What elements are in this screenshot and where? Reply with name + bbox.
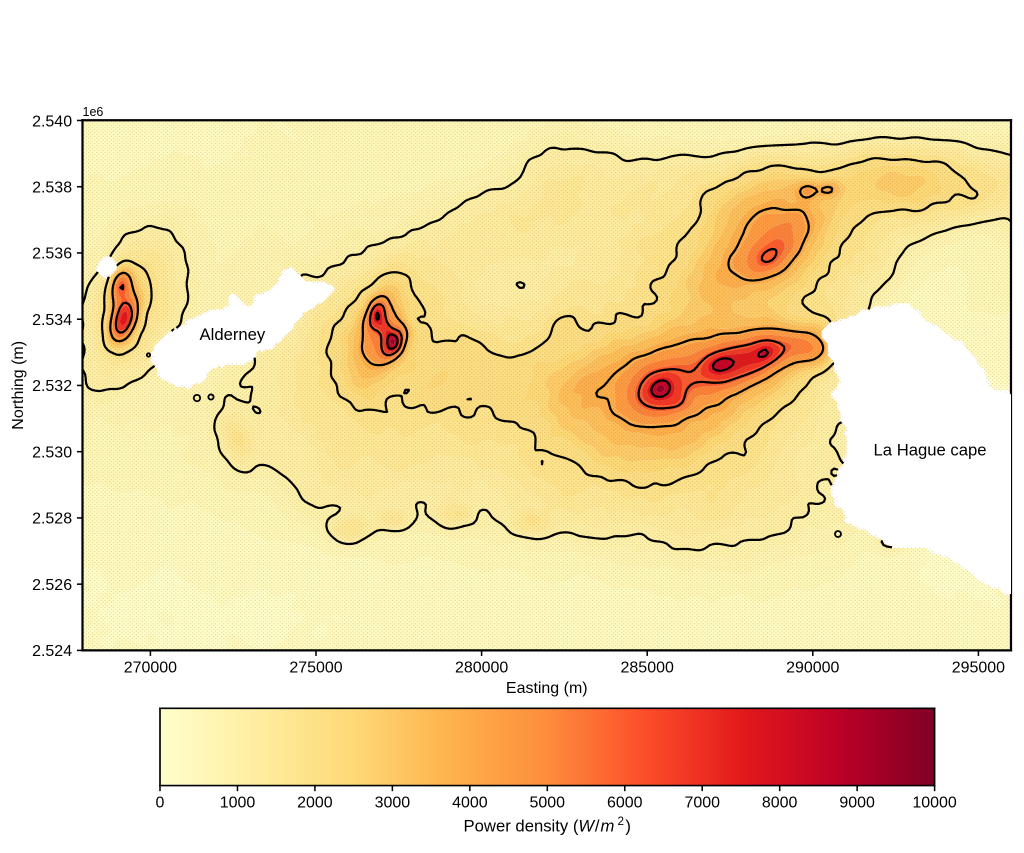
svg-text:8000: 8000 [762,795,798,812]
svg-text:9000: 9000 [839,795,875,812]
svg-text:1e6: 1e6 [83,105,104,119]
svg-text:La Hague cape: La Hague cape [874,441,987,460]
svg-text:P o w e: P o w e r d e n s i t y ( ) W m / 2 [464,811,637,836]
svg-text:2.534: 2.534 [32,312,72,329]
svg-text:7000: 7000 [684,795,720,812]
svg-text:Alderney: Alderney [200,325,266,344]
svg-text:2.532: 2.532 [32,378,72,395]
svg-text:Easting (m): Easting (m) [506,680,588,697]
svg-text:Northing (m): Northing (m) [10,341,27,430]
svg-text:0: 0 [156,795,165,812]
svg-text:1000: 1000 [220,795,256,812]
svg-text:10000: 10000 [912,795,957,812]
svg-text:5000: 5000 [530,795,566,812]
svg-text:6000: 6000 [607,795,643,812]
svg-text:2.526: 2.526 [32,577,72,594]
svg-text:4000: 4000 [452,795,488,812]
svg-text:275000: 275000 [289,659,342,676]
svg-text:2.530: 2.530 [32,444,72,461]
svg-text:2.540: 2.540 [32,113,72,130]
svg-text:280000: 280000 [455,659,508,676]
svg-text:285000: 285000 [621,659,674,676]
svg-text:290000: 290000 [786,659,839,676]
svg-text:2.524: 2.524 [32,643,72,660]
svg-text:295000: 295000 [952,659,1005,676]
svg-text:2000: 2000 [297,795,333,812]
svg-text:2.538: 2.538 [32,180,72,197]
svg-text:2.528: 2.528 [32,511,72,528]
svg-text:3000: 3000 [375,795,411,812]
svg-text:2.536: 2.536 [32,246,72,263]
svg-text:270000: 270000 [124,659,177,676]
